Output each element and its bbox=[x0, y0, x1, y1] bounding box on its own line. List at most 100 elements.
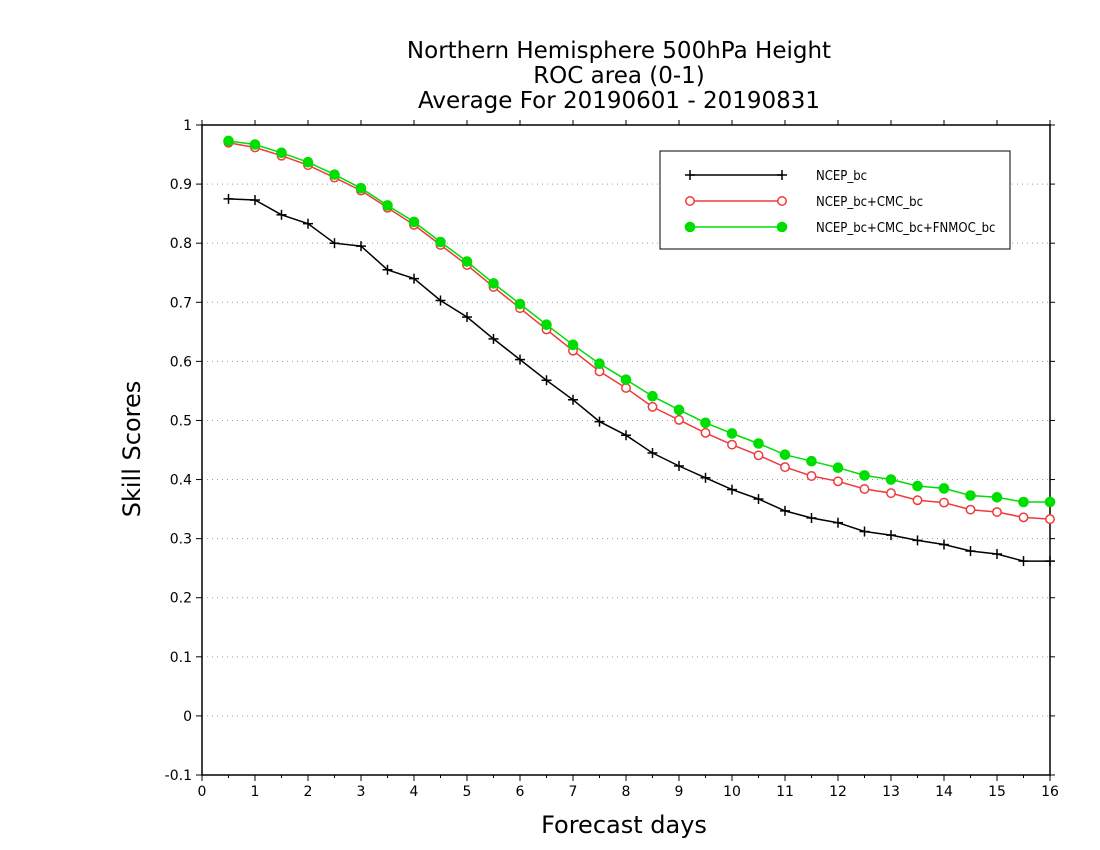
x-tick-label: 6 bbox=[516, 784, 525, 800]
data-point bbox=[753, 438, 764, 449]
data-point bbox=[382, 264, 393, 275]
data-point bbox=[647, 390, 658, 402]
data-point bbox=[965, 546, 976, 557]
data-point bbox=[886, 530, 896, 541]
data-point bbox=[356, 241, 366, 252]
x-tick-label: 0 bbox=[198, 784, 207, 800]
data-point bbox=[329, 238, 340, 249]
axes: -0.100.10.20.30.40.50.60.70.80.910 1 2 3 4 5 6… bbox=[165, 118, 1059, 800]
data-point bbox=[965, 504, 976, 515]
x-tick-label: 15 bbox=[988, 784, 1006, 800]
data-point bbox=[806, 471, 817, 481]
data-point bbox=[912, 535, 923, 546]
data-point bbox=[435, 295, 446, 306]
data-point bbox=[886, 488, 896, 499]
data-point bbox=[992, 549, 1002, 559]
data-point bbox=[700, 427, 711, 438]
data-point bbox=[939, 497, 949, 508]
y-tick-label: -0.1 bbox=[165, 768, 192, 784]
data-point bbox=[567, 339, 579, 351]
legend-label: NCEP_bc bbox=[816, 169, 867, 184]
data-point bbox=[700, 417, 711, 429]
series-2 bbox=[223, 135, 1056, 508]
data-point bbox=[276, 209, 287, 220]
data-point bbox=[647, 401, 658, 412]
data-point bbox=[223, 135, 234, 147]
data-point bbox=[753, 450, 764, 461]
data-point bbox=[780, 462, 790, 473]
x-tick-label: 10 bbox=[723, 784, 741, 800]
legend-entry-0: NCEP_bc bbox=[685, 169, 867, 184]
title-line-2: ROC area (0-1) bbox=[533, 63, 705, 89]
legend-marker-left bbox=[685, 170, 695, 180]
data-point bbox=[1018, 512, 1029, 523]
data-point bbox=[859, 526, 870, 537]
legend-marker-right bbox=[777, 196, 787, 206]
data-series bbox=[223, 135, 1056, 567]
data-point bbox=[673, 404, 685, 416]
title-line-1: Northern Hemisphere 500hPa Height bbox=[407, 38, 831, 64]
y-tick-label: 0.1 bbox=[170, 650, 192, 666]
data-point bbox=[938, 483, 950, 494]
x-tick-label: 16 bbox=[1041, 784, 1059, 800]
y-tick-label: 0.8 bbox=[170, 236, 192, 252]
legend-label: NCEP_bc+CMC_bc bbox=[816, 195, 923, 210]
legend-entry-2: NCEP_bc+CMC_bc+FNMOC_bc bbox=[684, 221, 995, 236]
title-line-3: Average For 20190601 - 20190831 bbox=[418, 88, 820, 114]
legend-marker-left bbox=[685, 196, 695, 206]
x-tick-label: 14 bbox=[935, 784, 953, 800]
data-point bbox=[806, 455, 817, 467]
data-point bbox=[329, 169, 340, 180]
data-point bbox=[461, 256, 473, 267]
data-point bbox=[302, 156, 314, 168]
data-point bbox=[700, 472, 711, 483]
data-point bbox=[223, 193, 234, 204]
legend-box bbox=[659, 150, 1011, 250]
data-point bbox=[514, 298, 526, 310]
x-tick-label: 12 bbox=[829, 784, 847, 800]
y-tick-label: 0.9 bbox=[170, 177, 192, 193]
x-tick-label: 13 bbox=[882, 784, 900, 800]
series-line bbox=[228, 198, 1050, 562]
legend-marker-left bbox=[684, 221, 696, 233]
gridlines bbox=[202, 183, 1050, 717]
data-point bbox=[727, 484, 737, 495]
data-point bbox=[382, 200, 393, 211]
data-point bbox=[568, 394, 578, 405]
series-0 bbox=[223, 193, 1055, 567]
data-point bbox=[965, 490, 976, 501]
data-point bbox=[833, 517, 843, 528]
data-point bbox=[1018, 556, 1029, 567]
x-tick-label: 1 bbox=[251, 784, 260, 800]
data-point bbox=[674, 414, 684, 425]
data-point bbox=[276, 147, 287, 159]
y-tick-label: 0.5 bbox=[170, 413, 192, 429]
x-axis-title: Forecast days bbox=[541, 811, 707, 839]
data-point bbox=[594, 416, 605, 427]
x-tick-label: 11 bbox=[776, 784, 794, 800]
data-point bbox=[303, 218, 313, 229]
data-point bbox=[594, 358, 605, 370]
x-tick-label: 7 bbox=[569, 784, 578, 800]
data-point bbox=[488, 333, 499, 344]
data-point bbox=[620, 374, 632, 385]
data-point bbox=[912, 495, 923, 506]
y-tick-label: 0.7 bbox=[170, 295, 192, 311]
x-tick-label: 5 bbox=[463, 784, 472, 800]
data-point bbox=[249, 139, 261, 150]
data-point bbox=[779, 449, 791, 461]
legend-marker-right bbox=[777, 170, 787, 180]
data-point bbox=[780, 505, 790, 516]
data-point bbox=[355, 182, 367, 194]
x-tick-label: 3 bbox=[357, 784, 366, 800]
data-point bbox=[1044, 496, 1056, 508]
data-point bbox=[621, 383, 631, 393]
data-point bbox=[515, 354, 525, 365]
legend-label: NCEP_bc+CMC_bc+FNMOC_bc bbox=[816, 221, 995, 236]
data-point bbox=[408, 216, 420, 228]
data-point bbox=[462, 312, 472, 323]
data-point bbox=[726, 428, 738, 439]
data-point bbox=[859, 470, 870, 481]
x-tick-label: 9 bbox=[675, 784, 684, 800]
